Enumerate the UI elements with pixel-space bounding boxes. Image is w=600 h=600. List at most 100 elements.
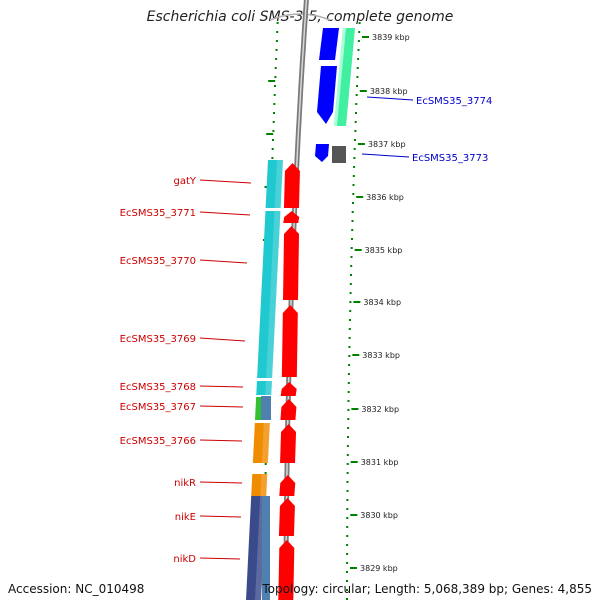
outer-dotted-guide-dot	[346, 535, 349, 537]
outer-dotted-guide-dot	[354, 121, 357, 123]
inner-dotted-guide-dot	[276, 22, 279, 24]
scale-tick-label: 3832 kbp	[361, 405, 399, 414]
outer-dotted-guide-dot	[347, 400, 350, 402]
gene-leader-line-left	[199, 385, 244, 388]
gene-leader-line-left	[199, 211, 251, 216]
outer-dotted-guide-dot	[348, 346, 351, 348]
outer-dotted-guide-dot	[346, 598, 348, 600]
cog-band-left	[257, 211, 281, 378]
outer-dotted-guide-dot	[357, 49, 360, 51]
inner-dotted-guide-dot	[275, 40, 278, 42]
cds-arrow-red	[280, 424, 297, 463]
inner-dotted-guide-dot	[275, 58, 278, 60]
scale-tick-label: 3838 kbp	[370, 87, 408, 96]
outer-dotted-guide-dot	[350, 247, 353, 249]
ring-frame-arc	[269, 13, 331, 21]
inner-dotted-guide-dot	[272, 139, 274, 141]
outer-dotted-guide-dot	[346, 499, 349, 501]
scale-tick-label: 3831 kbp	[361, 458, 399, 467]
outer-dotted-guide-dot	[351, 229, 354, 231]
outer-dotted-guide-dot	[355, 112, 357, 114]
inner-dotted-guide-dot	[273, 94, 276, 96]
gene-leader-line-left	[199, 515, 242, 518]
outer-dotted-guide-dot	[353, 166, 356, 168]
cog-band-shine	[265, 381, 272, 395]
inner-dotted-guide-dot	[275, 49, 278, 51]
scale-tick-label: 3839 kbp	[372, 33, 410, 42]
scale-tick-mark	[356, 196, 364, 198]
gene-label-left: EcSMS35_3769	[120, 334, 196, 345]
gene-leader-line-left	[199, 405, 244, 408]
cds-arrow-red	[283, 211, 300, 223]
outer-dotted-guide-dot	[352, 193, 355, 195]
outer-dotted-guide-dot	[347, 418, 350, 420]
gene-label-left: nikD	[173, 554, 196, 565]
scale-tick-label: 3835 kbp	[365, 246, 403, 255]
outer-dotted-guide-dot	[347, 427, 350, 429]
cds-arrow-red	[278, 540, 295, 600]
outer-dotted-guide-dot	[357, 40, 360, 42]
outer-dotted-guide-dot	[358, 31, 361, 33]
outer-dotted-guide-dot	[348, 337, 351, 339]
outer-dotted-guide-dot	[347, 391, 350, 393]
outer-dotted-guide-dot	[349, 319, 351, 321]
gene-label-left: EcSMS35_3770	[120, 256, 196, 267]
scale-tick-label: 3833 kbp	[362, 351, 400, 360]
scale-tick-mark	[359, 90, 367, 92]
gene-leader-line-left	[199, 557, 241, 560]
outer-dotted-guide-dot	[346, 481, 349, 483]
cog-band-steel-lower	[262, 496, 270, 600]
cds-block-blue	[319, 28, 339, 60]
gene-label-left: EcSMS35_3771	[120, 208, 196, 219]
inner-dotted-guide-dot	[264, 463, 267, 465]
outer-dotted-guide-dot	[354, 130, 357, 132]
cds-arrow-red	[280, 382, 297, 396]
outer-dotted-guide-dot	[349, 283, 352, 285]
outer-dotted-guide-dot	[346, 490, 349, 492]
outer-dotted-guide-dot	[346, 553, 349, 555]
outer-dotted-guide-dot	[352, 184, 355, 186]
genome-title: Escherichia coli SMS-3-5, complete genom…	[146, 9, 454, 25]
inner-dotted-guide-dot	[273, 112, 275, 114]
outer-dotted-guide-dot	[351, 220, 354, 222]
inner-dotted-guide-dot	[271, 157, 274, 159]
scale-tick-mark	[350, 514, 358, 516]
gene-label-left: gatY	[173, 176, 196, 187]
cds-arrow-small-blue	[315, 144, 329, 162]
scale-tick-mark	[362, 36, 369, 38]
outer-dotted-guide-dot	[349, 301, 352, 303]
outer-dotted-guide-dot	[356, 67, 359, 69]
outer-dotted-guide-dot	[348, 328, 351, 330]
outer-dotted-guide-dot	[346, 445, 349, 447]
topology-label: Topology: circular; Length: 5,068,389 bp…	[262, 582, 592, 596]
gene-leader-line-right	[361, 153, 410, 158]
outer-dotted-guide-dot	[357, 58, 360, 60]
outer-dotted-guide-dot	[354, 139, 356, 141]
outer-dotted-guide-dot	[348, 364, 351, 366]
scale-tick-label: 3830 kbp	[360, 511, 398, 520]
outer-dotted-guide-dot	[346, 589, 348, 591]
inner-tick-mark	[268, 80, 276, 82]
inner-dotted-guide-dot	[272, 121, 275, 123]
outer-dotted-guide-dot	[350, 274, 352, 276]
cds-arrow-red	[281, 305, 298, 377]
outer-dotted-guide-dot	[346, 580, 348, 582]
cog-band-shine	[260, 474, 268, 496]
gene-leader-line-left	[199, 481, 243, 484]
cog-band-left	[256, 381, 272, 395]
outer-dotted-guide-dot	[348, 355, 351, 357]
inner-dotted-guide-dot	[273, 103, 276, 105]
inner-dotted-guide-dot	[274, 67, 277, 69]
outer-dotted-guide-dot	[346, 544, 349, 546]
gene-leader-line-left	[199, 179, 252, 184]
inner-dotted-guide-dot	[274, 76, 277, 78]
outer-dotted-guide-dot	[346, 463, 349, 465]
outer-dotted-guide-dot	[352, 175, 355, 177]
gene-label-right: EcSMS35_3774	[416, 96, 492, 107]
inner-dotted-guide-dot	[276, 31, 279, 33]
cds-arrow-red	[283, 163, 300, 208]
outer-dotted-guide-dot	[355, 103, 358, 105]
outer-dotted-guide-dot	[350, 265, 353, 267]
